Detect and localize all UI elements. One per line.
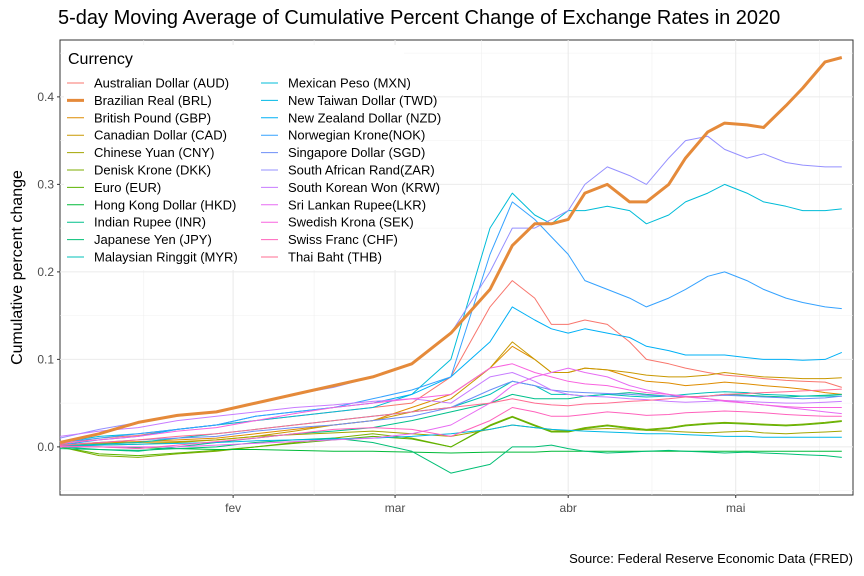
y-tick-label: 0.2 — [37, 265, 54, 279]
legend-label: Sri Lankan Rupee(LKR) — [288, 197, 426, 212]
x-tick-label: fev — [225, 501, 241, 515]
series-lines — [59, 56, 843, 474]
legend-label: Australian Dollar (AUD) — [94, 76, 229, 91]
legend-background — [64, 45, 404, 270]
legend-label: Singapore Dollar (SGD) — [288, 145, 425, 160]
legend-label: Japanese Yen (JPY) — [94, 232, 212, 247]
series-line-norwegian-krone-nok — [59, 201, 842, 443]
y-tick-label: 0.4 — [37, 90, 54, 104]
y-tick-label: 0.3 — [37, 177, 54, 191]
legend-label: Canadian Dollar (CAD) — [94, 128, 227, 143]
x-tick-label: mai — [726, 501, 745, 515]
legend-title: Currency — [68, 51, 133, 68]
y-tick-label: 0.0 — [37, 440, 54, 454]
legend-label: Denisk Krone (DKK) — [94, 163, 211, 178]
legend-label: South African Rand(ZAR) — [288, 163, 435, 178]
legend: Currency Australian Dollar (AUD) Brazilia… — [64, 45, 441, 270]
series-line-swedish-krona-sek — [59, 363, 842, 444]
series-line-swiss-franc-chf — [59, 407, 842, 450]
series-line-hong-kong-dollar-hkd — [60, 446, 842, 454]
legend-label: South Korean Won (KRW) — [288, 180, 440, 195]
y-tick-label: 0.1 — [37, 352, 54, 366]
legend-label: Swedish Krona (SEK) — [288, 215, 414, 230]
axes: 0.0 0.1 0.2 0.3 0.4 fev mar abr mai — [37, 90, 745, 515]
series-line-brazilian-real-brl — [59, 56, 843, 444]
y-axis-title: Cumulative percent change — [9, 170, 26, 365]
x-tick-label: mar — [385, 501, 406, 515]
chart-title: 5-day Moving Average of Cumulative Perce… — [58, 7, 780, 29]
legend-label: Chinese Yuan (CNY) — [94, 145, 214, 160]
legend-label: New Zealand Dollar (NZD) — [288, 110, 441, 125]
x-tick-label: abr — [560, 501, 577, 515]
legend-label: Indian Rupee (INR) — [94, 215, 206, 230]
legend-label: Thai Baht (THB) — [288, 250, 382, 265]
series-line-euro-eur — [59, 416, 842, 457]
series-line-new-taiwan-dollar-twd — [59, 424, 842, 448]
legend-label: Malaysian Ringgit (MYR) — [94, 250, 238, 265]
source-caption: Source: Federal Reserve Economic Data (F… — [569, 551, 853, 566]
series-line-singapore-dollar-sgd — [59, 380, 842, 446]
series-line-thai-baht-thb — [59, 388, 842, 446]
legend-label: Brazilian Real (BRL) — [94, 93, 212, 108]
legend-label: Hong Kong Dollar (HKD) — [94, 197, 236, 212]
legend-label: Swiss Franc (CHF) — [288, 232, 398, 247]
legend-label: New Taiwan Dollar (TWD) — [288, 93, 437, 108]
legend-label: British Pound (GBP) — [94, 110, 211, 125]
series-line-south-korean-won-krw — [59, 372, 842, 437]
legend-label: Norwegian Krone(NOK) — [288, 128, 425, 143]
legend-label: Mexican Peso (MXN) — [288, 76, 411, 91]
legend-label: Euro (EUR) — [94, 180, 161, 195]
